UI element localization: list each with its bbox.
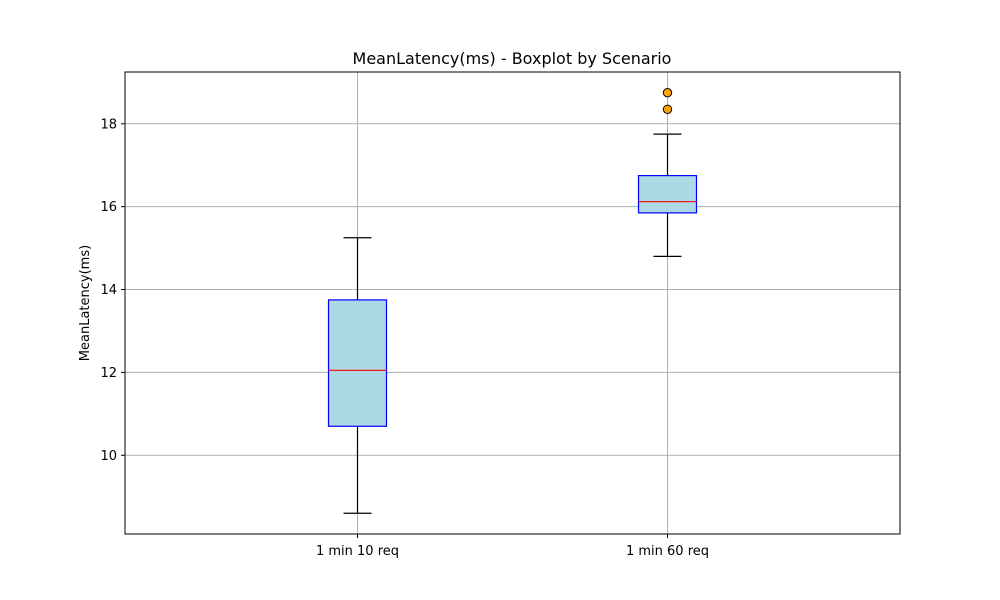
y-tick-label: 14 <box>100 283 117 298</box>
box-group <box>637 88 698 257</box>
y-tick-label: 10 <box>100 449 117 464</box>
interquartile-box <box>327 299 388 427</box>
chart-title: MeanLatency(ms) - Boxplot by Scenario <box>353 49 672 68</box>
box-group <box>327 237 388 514</box>
plot-area-frame <box>124 71 901 535</box>
x-tick-label: 1 min 10 req <box>316 544 399 559</box>
tick-layer: 10 12 14 16 18 1 min 10 req 1 min 60 req <box>100 117 709 559</box>
box-layer <box>327 88 698 514</box>
outlier-point <box>662 104 673 114</box>
grid-layer <box>125 72 900 534</box>
x-tick-label: 1 min 60 req <box>626 544 709 559</box>
y-tick-label: 12 <box>100 366 117 381</box>
y-tick-label: 16 <box>100 200 117 215</box>
y-axis-label: MeanLatency(ms) <box>78 245 93 361</box>
outlier-point <box>662 88 673 98</box>
y-tick-label: 18 <box>100 117 117 132</box>
interquartile-box <box>637 174 698 214</box>
